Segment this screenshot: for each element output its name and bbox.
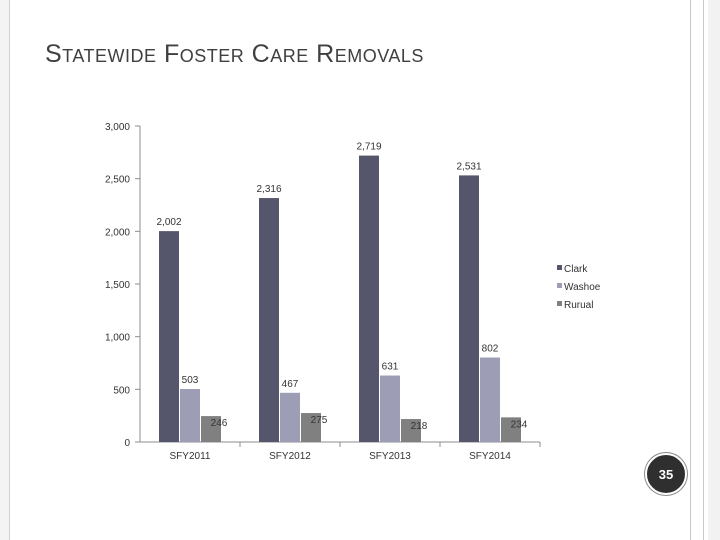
- bar-rurual: [401, 419, 421, 442]
- bar-rurual: [501, 417, 521, 442]
- data-label: 2,719: [356, 142, 381, 153]
- slide-right-edge: [708, 0, 720, 540]
- bar-washoe: [180, 389, 200, 442]
- legend-label: Clark: [564, 264, 588, 275]
- data-label: 246: [211, 418, 228, 429]
- data-label: 2,531: [456, 161, 481, 172]
- x-tick-label: SFY2012: [269, 451, 311, 462]
- x-tick-label: SFY2013: [369, 451, 411, 462]
- bar-washoe: [480, 357, 500, 442]
- bar-washoe: [380, 375, 400, 442]
- y-tick-label: 1,500: [105, 280, 130, 291]
- y-tick-label: 500: [113, 385, 130, 396]
- bar-clark: [259, 198, 279, 442]
- data-label: 2,002: [156, 217, 181, 228]
- data-label: 503: [182, 375, 199, 386]
- data-label: 2,316: [256, 184, 281, 195]
- legend-label: Washoe: [564, 282, 601, 293]
- bar-rurual: [201, 416, 221, 442]
- slide-right-rule: [703, 0, 704, 540]
- legend-swatch: [557, 265, 562, 270]
- data-label: 467: [282, 379, 299, 390]
- legend-swatch: [557, 283, 562, 288]
- bar-clark: [459, 175, 479, 442]
- legend-swatch: [557, 301, 562, 306]
- bar-washoe: [280, 392, 300, 442]
- data-label: 218: [411, 421, 428, 432]
- x-tick-label: SFY2014: [469, 451, 511, 462]
- bar-rurual: [301, 413, 321, 442]
- x-tick-label: SFY2011: [170, 451, 211, 462]
- bar-clark: [159, 231, 179, 442]
- slide-title: Statewide Foster Care Removals: [45, 40, 424, 68]
- slide-left-edge: [0, 0, 10, 540]
- data-label: 275: [311, 415, 328, 426]
- y-tick-label: 2,000: [105, 227, 130, 238]
- y-tick-label: 3,000: [105, 122, 130, 133]
- y-tick-label: 0: [124, 438, 130, 449]
- data-label: 802: [482, 344, 499, 355]
- data-label: 234: [511, 419, 528, 430]
- data-label: 631: [382, 362, 399, 373]
- page-number-badge: 35: [645, 453, 687, 495]
- bar-clark: [359, 155, 379, 442]
- y-tick-label: 2,500: [105, 175, 130, 186]
- y-tick-label: 1,000: [105, 333, 130, 344]
- slide-right-rule: [690, 0, 691, 540]
- legend-label: Rurual: [564, 300, 593, 311]
